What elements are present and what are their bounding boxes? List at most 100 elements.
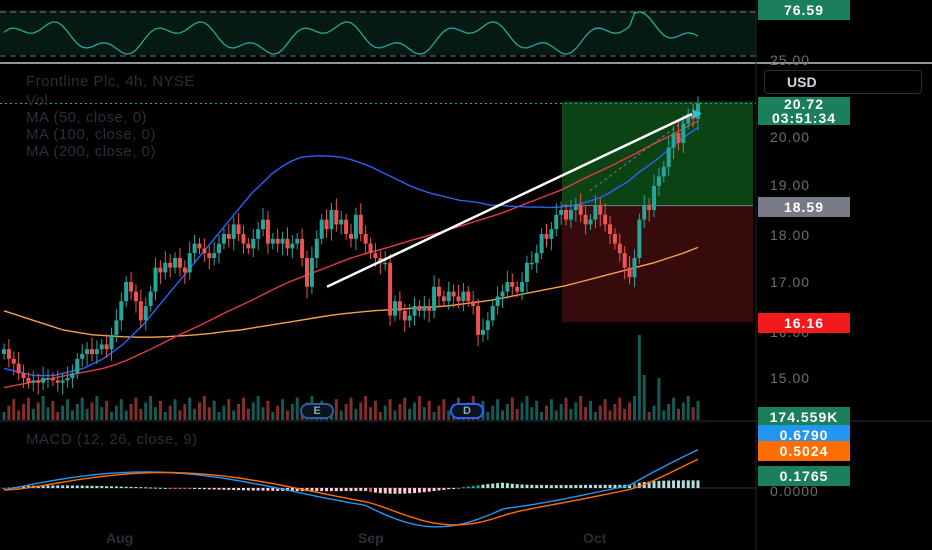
macd-histogram-bar <box>110 486 114 488</box>
candle-body <box>80 354 85 359</box>
candle-body <box>94 349 99 354</box>
macd-histogram-bar <box>686 480 690 488</box>
candle-body <box>691 114 696 119</box>
price-axis-label: 18.00 <box>770 227 811 243</box>
macd-histogram-bar <box>90 485 94 488</box>
macd-histogram-bar <box>579 484 583 488</box>
macd-histogram-bar <box>207 488 211 490</box>
macd-histogram-bar <box>154 487 158 489</box>
candle-body <box>485 320 490 330</box>
candle-body <box>568 210 573 220</box>
candle-body <box>676 133 681 143</box>
volume-bar <box>691 407 695 420</box>
macd-histogram-bar <box>413 488 417 494</box>
volume-bar <box>193 408 197 420</box>
macd-histogram-bar <box>173 488 177 489</box>
earnings-marker[interactable]: E <box>300 403 334 419</box>
volume-bar <box>647 412 651 420</box>
macd-histogram-bar <box>403 488 407 494</box>
candle-body <box>549 229 554 239</box>
macd-histogram-bar <box>681 480 685 488</box>
candle-body <box>89 349 94 354</box>
macd-histogram-bar <box>251 488 255 491</box>
macd-histogram-bar <box>261 488 265 491</box>
macd-histogram-bar <box>574 484 578 488</box>
volume-bar <box>134 397 138 420</box>
candle-body <box>603 214 608 225</box>
candle-body <box>2 349 6 354</box>
macd-value-tag: 0.6790 <box>758 425 850 445</box>
countdown: 03:51:34 <box>771 110 837 126</box>
candle-body <box>153 267 158 292</box>
macd-histogram-bar <box>510 483 514 488</box>
volume-bar <box>369 407 373 420</box>
macd-histogram-bar <box>139 487 143 489</box>
macd-histogram-bar <box>349 488 353 491</box>
candle-body <box>407 315 412 321</box>
currency-selector[interactable]: USD <box>764 70 922 94</box>
macd-histogram-bar <box>178 488 182 489</box>
macd-histogram-bar <box>241 488 245 491</box>
candle-body <box>173 258 178 268</box>
volume-bar <box>344 404 348 420</box>
macd-histogram-bar <box>290 488 294 492</box>
macd-histogram-bar <box>603 484 607 488</box>
macd-histogram-bar <box>584 484 588 488</box>
candle-body <box>261 219 266 230</box>
volume-bar <box>183 404 187 420</box>
macd-histogram-bar <box>501 482 505 488</box>
macd-histogram-bar <box>149 487 153 489</box>
rsi-value-tag: 76.59 <box>758 0 850 20</box>
dividend-marker[interactable]: D <box>450 403 484 419</box>
volume-bar <box>46 407 50 420</box>
volume-bar <box>339 410 343 420</box>
target-zone <box>562 101 753 206</box>
candle-body <box>270 238 275 244</box>
volume-bar <box>686 396 690 420</box>
candle-body <box>41 378 46 383</box>
volume-bar <box>598 405 602 420</box>
stop-zone <box>562 205 753 323</box>
volume-bar <box>642 375 646 420</box>
candle-body <box>75 358 80 374</box>
ma200-line <box>3 246 699 338</box>
volume-bar <box>588 400 592 420</box>
volume-bar <box>359 402 363 420</box>
volume-bar <box>623 408 627 420</box>
volume-bar <box>417 396 421 420</box>
macd-histogram-bar <box>471 485 475 488</box>
ma50-legend: MA (50, close, 0) <box>26 109 148 126</box>
ma50-line <box>3 126 699 377</box>
candle-body <box>529 262 534 265</box>
macd-histogram-bar <box>334 488 338 492</box>
candle-body <box>627 267 632 278</box>
macd-histogram-bar <box>632 483 636 488</box>
macd-legend: MACD (12, 26, close, 9) <box>26 431 198 448</box>
volume-bar <box>31 408 35 420</box>
macd-histogram-bar <box>305 488 309 492</box>
volume-bar <box>510 397 514 420</box>
macd-histogram-bar <box>80 485 84 488</box>
volume-bar <box>217 412 221 420</box>
macd-histogram-bar <box>237 488 241 491</box>
candle-body <box>432 286 437 311</box>
macd-histogram-bar <box>628 484 632 488</box>
candle-body <box>109 334 114 350</box>
macd-histogram-bar <box>66 485 70 488</box>
candle-body <box>402 310 407 321</box>
candle-body <box>217 243 222 254</box>
volume-bar <box>100 407 104 420</box>
volume-bar <box>515 408 519 420</box>
candle-body <box>6 349 11 359</box>
macd-histogram-bar <box>134 487 138 489</box>
macd-histogram-bar <box>422 488 426 493</box>
candle-body <box>256 229 261 239</box>
candle-body <box>573 205 578 210</box>
candle-body <box>251 238 256 249</box>
volume-bar <box>501 410 505 420</box>
candle-body <box>397 301 402 311</box>
volume-bar <box>149 396 153 420</box>
volume-bar <box>110 412 114 420</box>
stop-price-tag: 16.16 <box>758 313 850 333</box>
